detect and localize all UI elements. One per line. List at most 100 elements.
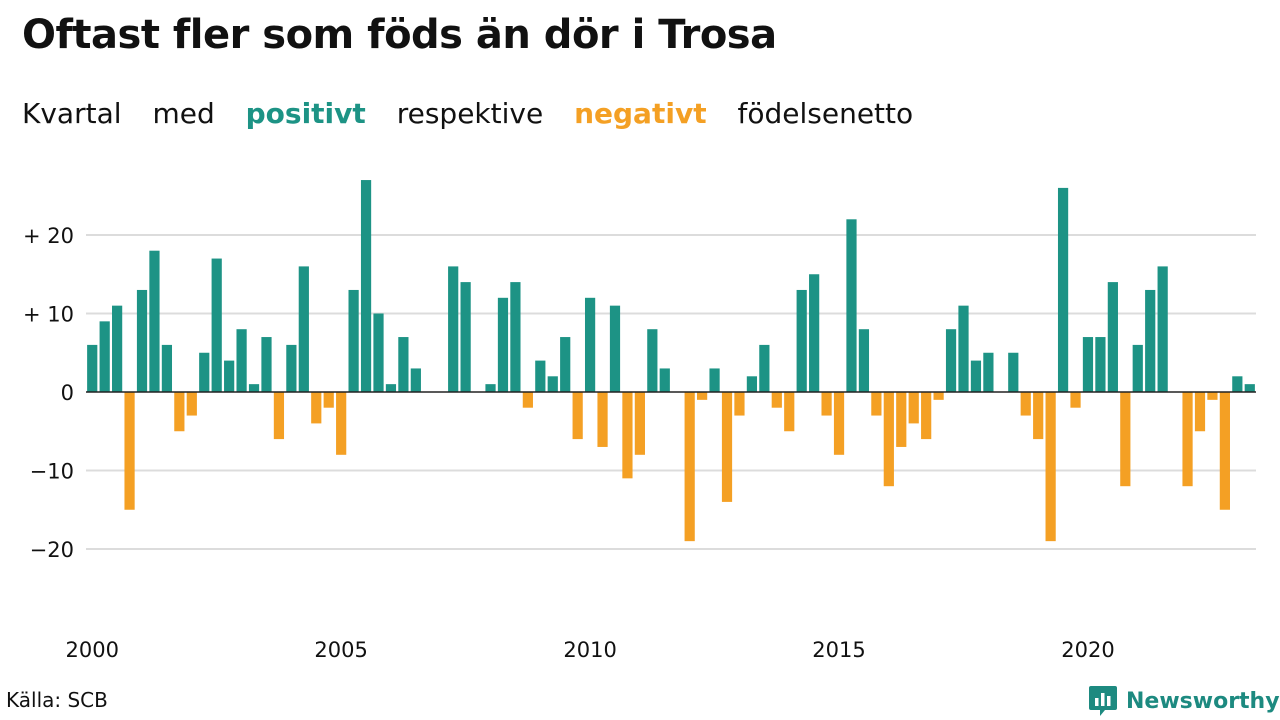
bar-positive	[535, 360, 546, 392]
bar-negative	[323, 392, 334, 408]
bar-positive	[560, 337, 571, 392]
bar-positive	[298, 266, 309, 392]
bar-positive	[373, 313, 384, 392]
bar-negative	[833, 392, 845, 455]
bar-negative	[896, 392, 907, 447]
bar-negative	[597, 392, 608, 447]
y-tick-label: 0	[61, 381, 74, 405]
bar-positive	[236, 329, 247, 392]
subtitle-negative-label: negativt	[574, 97, 707, 130]
bar-negative	[684, 392, 695, 542]
bar-negative	[522, 392, 533, 408]
bar-negative	[821, 392, 832, 416]
bar-series	[87, 180, 1255, 542]
bar-negative	[1020, 392, 1031, 416]
bar-negative	[1070, 392, 1081, 408]
y-tick-label: −10	[30, 460, 74, 484]
bar-positive	[1232, 376, 1243, 392]
bar-positive	[1057, 187, 1069, 392]
y-axis-labels: + 20 + 10 0 −10 −20	[23, 224, 74, 562]
bar-positive	[1107, 282, 1118, 392]
bar-positive	[112, 305, 123, 392]
newsworthy-brand-name: Newsworthy	[1126, 688, 1280, 714]
bar-positive	[261, 337, 272, 392]
x-tick-label: 2015	[812, 638, 865, 662]
bar-positive	[510, 282, 521, 392]
bar-negative	[697, 392, 708, 400]
bar-positive	[796, 289, 807, 392]
bar-positive	[1145, 289, 1156, 392]
bar-positive	[497, 297, 509, 392]
bar-positive	[161, 344, 173, 392]
bar-positive	[759, 344, 770, 392]
y-tick-label: + 20	[23, 224, 74, 248]
bar-negative	[1194, 392, 1206, 432]
newsworthy-logo-icon	[1089, 686, 1117, 716]
bar-positive	[410, 368, 421, 392]
chart-title: Oftast fler som föds än dör i Trosa	[22, 12, 777, 58]
bar-negative	[1120, 392, 1131, 487]
bar-positive	[609, 305, 621, 392]
bar-positive	[858, 329, 870, 392]
subtitle-text-3: respektive	[396, 97, 544, 130]
x-tick-label: 2010	[563, 638, 616, 662]
bar-positive	[1244, 384, 1255, 392]
bar-negative	[311, 392, 322, 424]
bar-negative	[883, 392, 894, 487]
bar-positive	[709, 368, 720, 392]
bar-positive	[746, 376, 758, 392]
bar-negative	[336, 392, 347, 455]
bar-negative	[734, 392, 745, 416]
x-tick-label: 2020	[1061, 638, 1114, 662]
bar-negative	[908, 392, 919, 424]
bar-negative	[871, 392, 882, 416]
bar-negative	[1219, 392, 1230, 510]
subtitle-text-4: födelsenetto	[737, 97, 914, 130]
bar-positive	[87, 344, 98, 392]
bar-positive	[199, 352, 210, 392]
bar-positive	[248, 384, 260, 392]
bar-negative	[1033, 392, 1044, 440]
bar-positive	[136, 289, 148, 392]
y-tick-label: + 10	[23, 303, 74, 327]
bar-negative	[174, 392, 185, 432]
bar-positive	[485, 384, 496, 392]
bar-positive	[945, 329, 957, 392]
source-label: Källa: SCB	[6, 688, 108, 712]
bar-positive	[398, 337, 409, 392]
x-tick-label: 2005	[314, 638, 367, 662]
bar-negative	[622, 392, 633, 479]
bar-negative	[1182, 392, 1193, 487]
bar-positive	[348, 289, 359, 392]
bar-negative	[572, 392, 583, 440]
bar-positive	[460, 282, 471, 392]
bar-positive	[809, 274, 820, 392]
subtitle-text-2: med	[152, 97, 215, 130]
subtitle-positive-label: positivt	[245, 97, 366, 130]
bar-negative	[921, 392, 932, 440]
bar-positive	[846, 219, 857, 392]
bar-positive	[1095, 337, 1106, 392]
bar-positive	[99, 321, 110, 392]
bar-negative	[1207, 392, 1218, 400]
bar-positive	[970, 360, 982, 392]
bar-positive	[547, 376, 558, 392]
bar-positive	[1082, 337, 1094, 392]
bar-positive	[211, 258, 222, 392]
bar-positive	[1008, 352, 1019, 392]
bar-positive	[448, 266, 459, 392]
bar-positive	[958, 305, 969, 392]
bar-negative	[784, 392, 795, 432]
bar-positive	[385, 384, 397, 392]
newsworthy-brand[interactable]: Newsworthy	[1088, 684, 1280, 718]
bar-positive	[647, 329, 658, 392]
bar-positive	[286, 344, 297, 392]
bar-positive	[149, 250, 160, 392]
x-axis-labels: 2000 2005 2010 2015 2020	[65, 638, 1114, 662]
bar-positive	[360, 180, 372, 392]
bar-negative	[124, 392, 135, 510]
bar-positive	[224, 360, 235, 392]
y-tick-label: −20	[30, 538, 74, 562]
bar-negative	[1045, 392, 1056, 542]
